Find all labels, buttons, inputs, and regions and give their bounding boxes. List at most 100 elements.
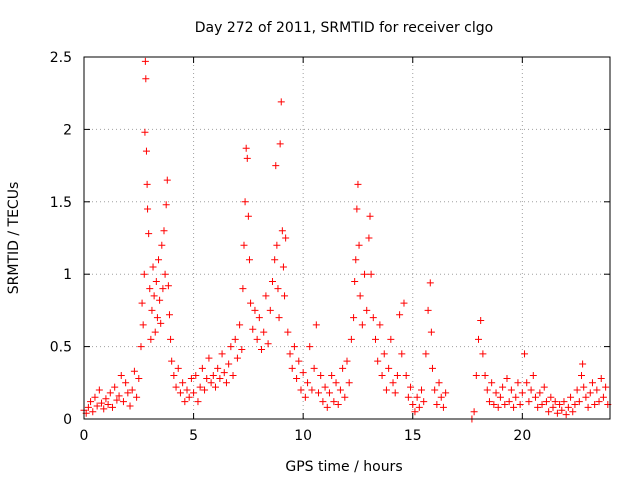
data-point bbox=[534, 403, 542, 411]
data-point bbox=[538, 401, 546, 409]
data-point bbox=[207, 379, 215, 387]
data-point bbox=[220, 369, 228, 377]
data-point bbox=[545, 408, 553, 416]
data-point bbox=[190, 389, 198, 397]
data-points bbox=[80, 57, 612, 423]
data-point bbox=[319, 398, 327, 406]
data-point bbox=[564, 403, 572, 411]
data-point bbox=[172, 383, 180, 391]
data-point bbox=[268, 277, 276, 285]
data-point bbox=[496, 393, 504, 401]
x-tick-label: 10 bbox=[294, 428, 312, 444]
data-point bbox=[367, 270, 375, 278]
data-point bbox=[151, 328, 159, 336]
data-point bbox=[142, 75, 150, 83]
data-point bbox=[84, 403, 92, 411]
data-point bbox=[306, 343, 314, 351]
data-point bbox=[494, 403, 502, 411]
data-point bbox=[481, 372, 489, 380]
data-point bbox=[575, 398, 583, 406]
data-point bbox=[174, 364, 182, 372]
data-point bbox=[475, 335, 482, 343]
data-point bbox=[470, 408, 478, 416]
data-point bbox=[579, 360, 587, 368]
data-point bbox=[148, 306, 156, 314]
data-point bbox=[130, 367, 138, 375]
data-point bbox=[194, 398, 202, 406]
data-point bbox=[396, 311, 404, 319]
data-point bbox=[584, 403, 592, 411]
data-point bbox=[276, 140, 284, 148]
data-point bbox=[588, 379, 596, 387]
data-point bbox=[282, 234, 290, 242]
data-point bbox=[560, 398, 568, 406]
data-point bbox=[571, 401, 579, 409]
data-point bbox=[299, 369, 307, 377]
data-point bbox=[231, 335, 239, 343]
data-point bbox=[531, 393, 539, 401]
data-point bbox=[415, 403, 423, 411]
data-point bbox=[266, 306, 274, 314]
data-point bbox=[253, 335, 261, 343]
data-point bbox=[334, 401, 342, 409]
data-point bbox=[149, 263, 157, 271]
data-point bbox=[91, 393, 99, 401]
data-point bbox=[391, 389, 399, 397]
data-point bbox=[420, 398, 428, 406]
data-point bbox=[115, 392, 123, 400]
data-point bbox=[503, 374, 511, 382]
data-point bbox=[192, 372, 200, 380]
data-point bbox=[106, 389, 114, 397]
data-point bbox=[354, 180, 362, 188]
data-point bbox=[279, 263, 287, 271]
data-point bbox=[304, 379, 312, 387]
data-point bbox=[562, 411, 570, 419]
data-point bbox=[505, 398, 513, 406]
data-point bbox=[501, 401, 509, 409]
data-point bbox=[547, 393, 555, 401]
data-point bbox=[339, 364, 347, 372]
data-point bbox=[352, 256, 360, 264]
data-point bbox=[146, 285, 154, 293]
data-point bbox=[355, 241, 363, 249]
y-tick-label: 2 bbox=[63, 122, 72, 138]
data-point bbox=[239, 285, 247, 293]
data-point bbox=[516, 401, 524, 409]
data-point bbox=[225, 360, 233, 368]
data-point bbox=[271, 256, 279, 264]
y-tick-label: 0.5 bbox=[50, 340, 72, 356]
data-point bbox=[135, 374, 143, 382]
data-point bbox=[567, 393, 575, 401]
data-point bbox=[264, 340, 272, 348]
data-point bbox=[317, 372, 325, 380]
data-point bbox=[212, 383, 219, 391]
data-point bbox=[145, 230, 153, 238]
x-axis-label: GPS time / hours bbox=[285, 459, 402, 475]
data-point bbox=[275, 314, 283, 322]
x-tick-label: 15 bbox=[404, 428, 422, 444]
data-point bbox=[321, 383, 329, 391]
data-point bbox=[170, 372, 178, 380]
data-point bbox=[198, 364, 206, 372]
data-point bbox=[161, 270, 169, 278]
data-point bbox=[398, 350, 406, 358]
data-point bbox=[277, 98, 285, 106]
data-point bbox=[168, 357, 176, 365]
data-point bbox=[140, 270, 148, 278]
data-point bbox=[102, 395, 110, 403]
data-point bbox=[87, 398, 95, 406]
data-point bbox=[183, 386, 191, 394]
data-point bbox=[133, 393, 141, 401]
data-point bbox=[573, 386, 581, 394]
data-point bbox=[389, 379, 397, 387]
data-point bbox=[387, 335, 395, 343]
data-point bbox=[218, 350, 226, 358]
data-point bbox=[485, 398, 493, 406]
data-point bbox=[492, 389, 500, 397]
data-point bbox=[426, 279, 434, 287]
data-point bbox=[301, 393, 309, 401]
data-point bbox=[209, 372, 217, 380]
data-point bbox=[104, 401, 112, 409]
data-point bbox=[281, 292, 289, 300]
